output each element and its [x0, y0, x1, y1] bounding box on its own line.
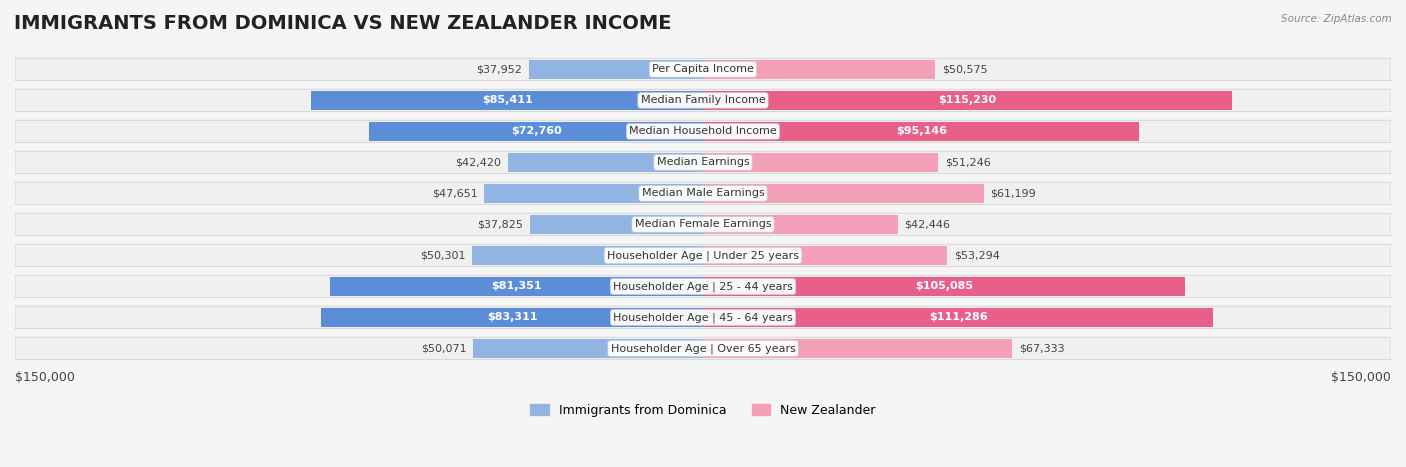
Legend: Immigrants from Dominica, New Zealander: Immigrants from Dominica, New Zealander	[526, 399, 880, 422]
Text: $67,333: $67,333	[1019, 343, 1064, 354]
Text: $47,651: $47,651	[432, 188, 478, 198]
Text: $150,000: $150,000	[15, 371, 75, 384]
Bar	[703, 184, 984, 203]
Text: Median Earnings: Median Earnings	[657, 157, 749, 168]
Bar	[703, 215, 897, 234]
Text: Householder Age | Over 65 years: Householder Age | Over 65 years	[610, 343, 796, 354]
Text: $105,085: $105,085	[915, 282, 973, 291]
Text: $61,199: $61,199	[991, 188, 1036, 198]
Bar	[529, 60, 703, 79]
FancyBboxPatch shape	[15, 120, 1391, 142]
Text: Source: ZipAtlas.com: Source: ZipAtlas.com	[1281, 14, 1392, 24]
Bar	[311, 91, 703, 110]
FancyBboxPatch shape	[15, 275, 1391, 297]
FancyBboxPatch shape	[15, 244, 1391, 267]
FancyBboxPatch shape	[15, 337, 1391, 360]
Text: Per Capita Income: Per Capita Income	[652, 64, 754, 74]
Text: $53,294: $53,294	[955, 250, 1000, 261]
Text: $37,825: $37,825	[477, 219, 523, 229]
Bar	[370, 122, 703, 141]
Text: $150,000: $150,000	[1331, 371, 1391, 384]
Text: $95,146: $95,146	[896, 127, 946, 136]
FancyBboxPatch shape	[15, 306, 1391, 329]
Text: $50,071: $50,071	[420, 343, 467, 354]
Bar	[703, 153, 938, 172]
Bar	[703, 246, 948, 265]
Text: $111,286: $111,286	[929, 312, 987, 322]
Bar	[472, 246, 703, 265]
Text: Median Family Income: Median Family Income	[641, 95, 765, 106]
Text: Median Female Earnings: Median Female Earnings	[634, 219, 772, 229]
Text: $42,420: $42,420	[456, 157, 502, 168]
Text: Householder Age | 25 - 44 years: Householder Age | 25 - 44 years	[613, 281, 793, 292]
FancyBboxPatch shape	[15, 213, 1391, 236]
Bar	[703, 60, 935, 79]
Text: Median Household Income: Median Household Income	[628, 127, 778, 136]
Bar	[703, 277, 1185, 296]
Text: IMMIGRANTS FROM DOMINICA VS NEW ZEALANDER INCOME: IMMIGRANTS FROM DOMINICA VS NEW ZEALANDE…	[14, 14, 672, 33]
Text: $42,446: $42,446	[904, 219, 950, 229]
Bar	[703, 339, 1012, 358]
Bar	[485, 184, 703, 203]
Text: Householder Age | 45 - 64 years: Householder Age | 45 - 64 years	[613, 312, 793, 323]
Bar	[321, 308, 703, 327]
Text: $50,301: $50,301	[420, 250, 465, 261]
Bar	[509, 153, 703, 172]
Bar	[330, 277, 703, 296]
Text: Householder Age | Under 25 years: Householder Age | Under 25 years	[607, 250, 799, 261]
Text: $115,230: $115,230	[938, 95, 997, 106]
Bar	[703, 122, 1139, 141]
Text: $83,311: $83,311	[486, 312, 537, 322]
FancyBboxPatch shape	[15, 182, 1391, 205]
Text: $72,760: $72,760	[510, 127, 561, 136]
FancyBboxPatch shape	[15, 89, 1391, 112]
Text: $50,575: $50,575	[942, 64, 987, 74]
Text: $81,351: $81,351	[491, 282, 541, 291]
Text: $37,952: $37,952	[477, 64, 522, 74]
Bar	[703, 308, 1213, 327]
Bar	[530, 215, 703, 234]
Bar	[474, 339, 703, 358]
FancyBboxPatch shape	[15, 151, 1391, 174]
FancyBboxPatch shape	[15, 58, 1391, 81]
Text: Median Male Earnings: Median Male Earnings	[641, 188, 765, 198]
Bar	[703, 91, 1232, 110]
Text: $51,246: $51,246	[945, 157, 991, 168]
Text: $85,411: $85,411	[482, 95, 533, 106]
